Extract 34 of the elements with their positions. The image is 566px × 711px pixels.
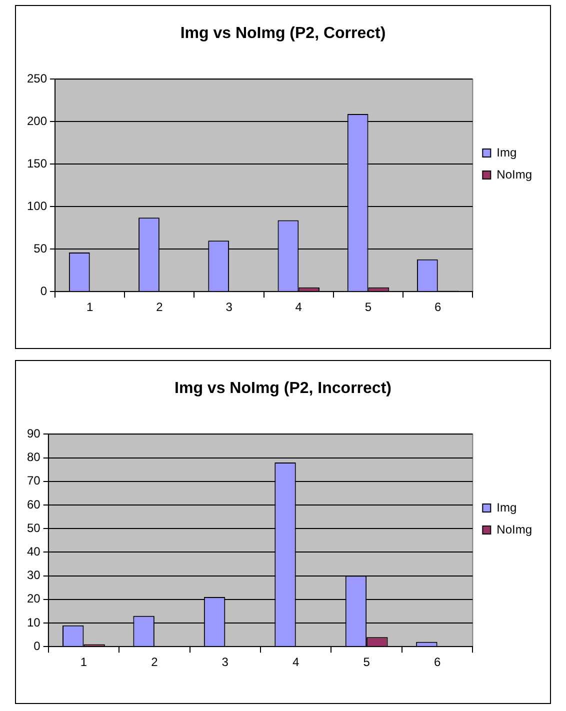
y-tick-label: 0 xyxy=(34,638,41,653)
legend-label: NoImg xyxy=(496,522,532,536)
y-tick-label: 20 xyxy=(26,592,41,606)
y-tick-label: 200 xyxy=(26,114,48,128)
y-tick-label: 40 xyxy=(26,544,41,559)
x-tick-label: 6 xyxy=(434,655,441,670)
x-tick-label: 5 xyxy=(363,655,370,670)
legend-label: Img xyxy=(496,145,517,160)
x-tick-label: 1 xyxy=(80,655,88,670)
chart-title: Img vs NoImg (P2, Incorrect) xyxy=(174,380,392,398)
x-tick-label: 3 xyxy=(226,300,233,314)
x-tick-label: 6 xyxy=(434,300,442,314)
y-tick-label: 0 xyxy=(40,284,48,298)
legend-label: NoImg xyxy=(496,167,532,182)
x-tick-label: 4 xyxy=(295,300,302,314)
x-tick-label: 1 xyxy=(86,300,94,314)
y-tick-label: 90 xyxy=(26,426,41,441)
y-tick-label: 80 xyxy=(26,450,41,464)
x-tick-label: 3 xyxy=(222,655,229,670)
legend-label: Img xyxy=(496,500,517,514)
y-tick-label: 100 xyxy=(26,198,48,213)
x-tick-label: 5 xyxy=(364,300,372,314)
y-tick-label: 10 xyxy=(26,615,41,630)
y-tick-label: 50 xyxy=(26,520,41,535)
y-tick-label: 70 xyxy=(26,474,41,488)
y-tick-label: 60 xyxy=(26,497,41,512)
y-tick-label: 50 xyxy=(34,241,48,256)
x-tick-label: 4 xyxy=(292,655,300,670)
y-tick-label: 250 xyxy=(26,72,48,86)
y-tick-label: 150 xyxy=(26,156,48,170)
x-tick-label: 2 xyxy=(156,300,164,314)
x-tick-label: 2 xyxy=(151,655,158,670)
y-tick-label: 30 xyxy=(26,568,41,582)
chart-title: Img vs NoImg (P2, Correct) xyxy=(180,25,386,42)
